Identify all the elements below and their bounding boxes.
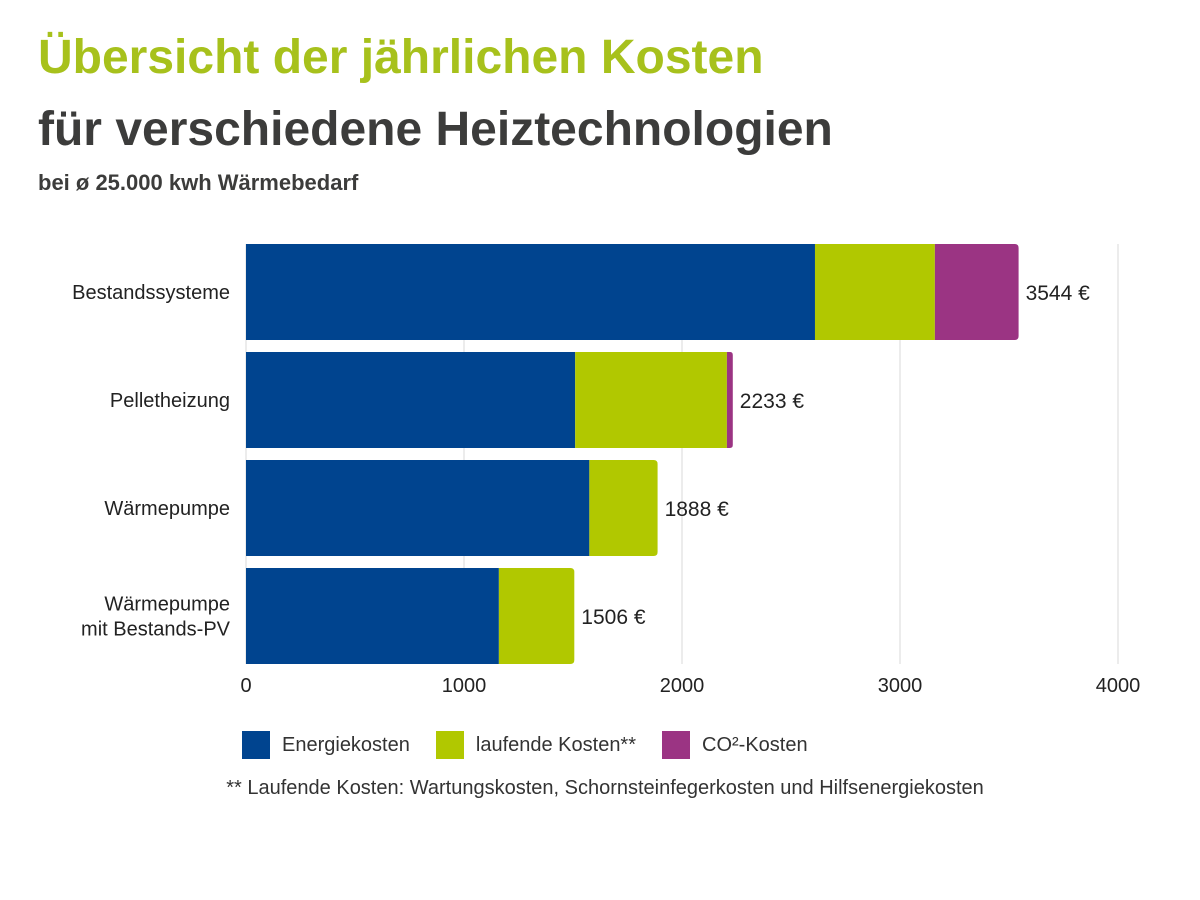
total-label: 1888 € (665, 498, 730, 521)
category-label: mit Bestands-PV (81, 619, 231, 641)
legend-item-energiekosten: Energiekosten (242, 731, 410, 759)
chart-legend: Energiekosten laufende Kosten** CO²-Kost… (242, 731, 834, 759)
legend-label-energiekosten: Energiekosten (282, 733, 410, 756)
x-tick-label: 1000 (442, 675, 487, 697)
footnote: ** Laufende Kosten: Wartungskosten, Scho… (226, 777, 984, 799)
legend-item-laufende-kosten: laufende Kosten** (435, 731, 637, 759)
bar-segment (246, 568, 499, 664)
bar-segment (934, 244, 1019, 340)
bar-segment (589, 460, 658, 556)
chart-title-line-2: für verschiedene Heiztechnologien (38, 103, 833, 156)
total-label: 3544 € (1026, 282, 1091, 305)
x-tick-label: 4000 (1096, 675, 1141, 697)
bar-segment (246, 460, 590, 556)
total-label: 2233 € (740, 390, 805, 413)
bar-segment (575, 352, 727, 448)
chart-subtitle: bei ø 25.000 kwh Wärmebedarf (38, 170, 359, 195)
legend-swatch-laufende-kosten (435, 731, 464, 759)
x-tick-label: 3000 (878, 675, 923, 697)
legend-label-laufende-kosten: laufende Kosten** (475, 733, 637, 756)
category-label: Wärmepumpe (104, 594, 230, 616)
legend-label-co2-kosten: CO²-Kosten (702, 733, 808, 756)
bar-segment (246, 352, 576, 448)
bar-segment (498, 568, 575, 664)
legend-swatch-energiekosten (242, 731, 270, 759)
legend-item-co2-kosten: CO²-Kosten (662, 731, 808, 759)
bar-segment (726, 352, 733, 448)
bar-segment (814, 244, 935, 340)
legend-swatch-co2-kosten (662, 731, 691, 759)
total-label: 1506 € (581, 606, 646, 629)
stacked-bar-chart: 3544 € Bestandssysteme 2233 € Pelletheizung… (72, 244, 1141, 697)
category-label: Pelletheizung (110, 390, 230, 412)
bar-segment (246, 244, 815, 340)
chart-title: Übersicht der jährlichen Kosten (38, 31, 764, 84)
x-tick-label: 0 (240, 675, 251, 697)
x-tick-label: 2000 (660, 675, 705, 697)
category-label: Wärmepumpe (104, 498, 230, 520)
category-label: Bestandssysteme (72, 282, 230, 304)
